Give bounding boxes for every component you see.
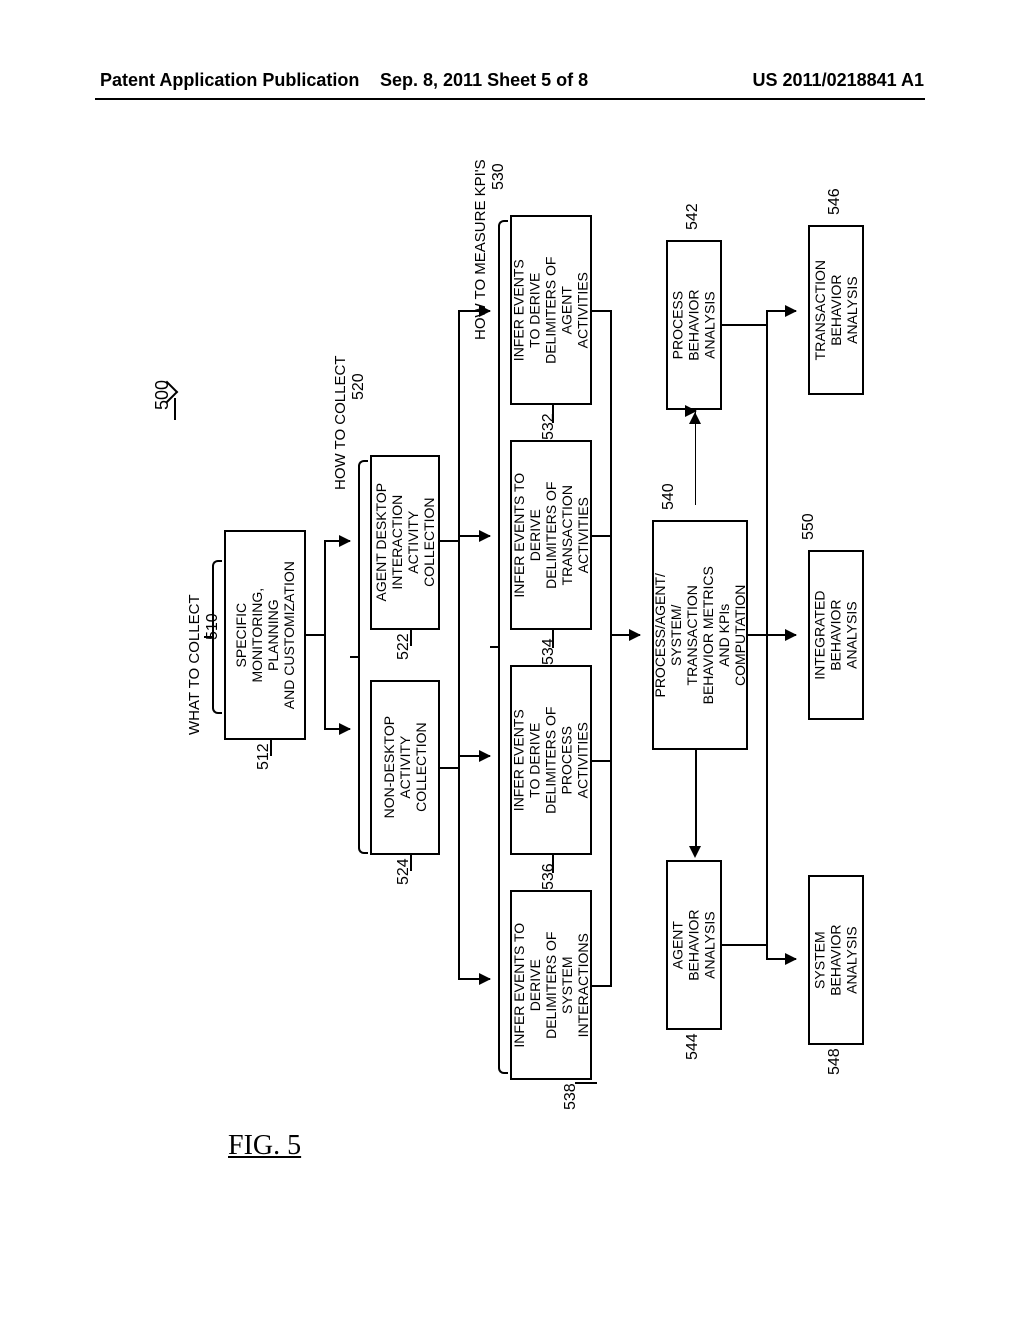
arrow-to-548	[766, 958, 796, 960]
col3-title: HOW TO MEASURE KPI'S	[472, 159, 489, 340]
leader-524	[410, 855, 412, 871]
leader-534	[552, 630, 554, 648]
ref-536: 536	[540, 863, 558, 890]
ref-532: 532	[540, 413, 558, 440]
leader-532	[552, 405, 554, 423]
arrow-540-542-head	[689, 412, 701, 424]
box-544-text: AGENT BEHAVIOR ANALYSIS	[670, 909, 718, 980]
bus-col2	[458, 310, 460, 980]
col2-ref: 520	[350, 373, 368, 400]
stub-538	[592, 985, 610, 987]
stub-522	[440, 540, 458, 542]
box-548-text: SYSTEM BEHAVIOR ANALYSIS	[812, 924, 860, 995]
box-524-text: NON-DESKTOP ACTIVITY COLLECTION	[381, 716, 429, 818]
arrow-to-538	[458, 978, 490, 980]
arrow-to-534	[458, 535, 490, 537]
arrow-500	[174, 398, 176, 420]
bus-col3	[610, 310, 612, 987]
box-546-text: TRANSACTION BEHAVIOR ANALYSIS	[812, 260, 860, 360]
box-538: INFER EVENTS TO DERIVE DELIMITERS OF SYS…	[510, 890, 592, 1080]
header-rule	[95, 98, 925, 100]
box-522: AGENT DESKTOP INTERACTION ACTIVITY COLLE…	[370, 455, 440, 630]
box-536: INFER EVENTS TO DERIVE DELIMITERS OF PRO…	[510, 665, 592, 855]
leader-512	[270, 740, 272, 756]
stub-512	[306, 634, 324, 636]
ref-540: 540	[660, 483, 678, 510]
col1-title: WHAT TO COLLECT	[186, 594, 203, 735]
arrow-to-536	[458, 755, 490, 757]
box-522-text: AGENT DESKTOP INTERACTION ACTIVITY COLLE…	[373, 483, 437, 602]
stub-540	[748, 634, 766, 636]
box-546: TRANSACTION BEHAVIOR ANALYSIS	[808, 225, 864, 395]
arrow-to-550	[766, 634, 796, 636]
box-532: INFER EVENTS TO DERIVE DELIMITERS OF AGE…	[510, 215, 592, 405]
col2-title: HOW TO COLLECT	[332, 356, 349, 490]
arrow-to-540	[610, 634, 640, 636]
ref-548: 548	[826, 1048, 844, 1075]
box-512-text: SPECIFIC MONITORING, PLANNING AND CUSTOM…	[233, 561, 297, 709]
box-524: NON-DESKTOP ACTIVITY COLLECTION	[370, 680, 440, 855]
box-532-text: INFER EVENTS TO DERIVE DELIMITERS OF AGE…	[511, 256, 591, 363]
brace-col2	[358, 460, 368, 854]
box-542-text: PROCESS BEHAVIOR ANALYSIS	[670, 289, 718, 360]
box-548: SYSTEM BEHAVIOR ANALYSIS	[808, 875, 864, 1045]
box-536-text: INFER EVENTS TO DERIVE DELIMITERS OF PRO…	[511, 706, 591, 813]
leader-538	[575, 1082, 597, 1084]
ref-544: 544	[684, 1033, 702, 1060]
arrow-512-to-524	[324, 728, 350, 730]
ref-550: 550	[800, 513, 818, 540]
brace-col3	[498, 220, 508, 1074]
header-left: Patent Application Publication	[100, 70, 359, 91]
link-542-bus	[722, 324, 766, 326]
box-542: PROCESS BEHAVIOR ANALYSIS	[666, 240, 722, 410]
header-right: US 2011/0218841 A1	[753, 70, 924, 91]
box-538-text: INFER EVENTS TO DERIVE DELIMITERS OF SYS…	[511, 923, 591, 1048]
brace-col1	[212, 560, 222, 714]
figure-label: FIG. 5	[228, 1130, 301, 1162]
link-544-bus	[722, 944, 766, 946]
page: Patent Application Publication Sep. 8, 2…	[0, 0, 1024, 1320]
ref-542: 542	[684, 203, 702, 230]
box-512: SPECIFIC MONITORING, PLANNING AND CUSTOM…	[224, 530, 306, 740]
ref-534: 534	[540, 638, 558, 665]
box-544: AGENT BEHAVIOR ANALYSIS	[666, 860, 722, 1030]
stub-534	[592, 535, 610, 537]
arrow-to-546	[766, 310, 796, 312]
leader-522	[410, 630, 412, 646]
leader-536	[552, 855, 554, 873]
box-550: INTEGRATED BEHAVIOR ANALYSIS	[808, 550, 864, 720]
arrow-540-542-line	[695, 410, 696, 505]
stub-536	[592, 760, 610, 762]
arrow-540-544-head	[689, 846, 701, 858]
diagram-500: 500 WHAT TO COLLECT 510 SPECIFIC MONITOR…	[120, 140, 900, 1250]
stub-532	[592, 310, 610, 312]
ref-546: 546	[826, 188, 844, 215]
box-550-text: INTEGRATED BEHAVIOR ANALYSIS	[812, 590, 860, 679]
box-534-text: INFER EVENTS TO DERIVE DELIMITERS OF TRA…	[511, 473, 591, 598]
box-534: INFER EVENTS TO DERIVE DELIMITERS OF TRA…	[510, 440, 592, 630]
header-center: Sep. 8, 2011 Sheet 5 of 8	[380, 70, 588, 91]
box-540: PROCESS/AGENT/ SYSTEM/ TRANSACTION BEHAV…	[652, 520, 748, 750]
stub-524	[440, 767, 458, 769]
col3-ref: 530	[490, 163, 508, 190]
arrow-540-544-line	[695, 750, 697, 848]
ref-538: 538	[562, 1083, 580, 1110]
box-540-text: PROCESS/AGENT/ SYSTEM/ TRANSACTION BEHAV…	[652, 566, 749, 704]
arrow-512-to-522	[324, 540, 350, 542]
fork-512	[324, 540, 326, 730]
